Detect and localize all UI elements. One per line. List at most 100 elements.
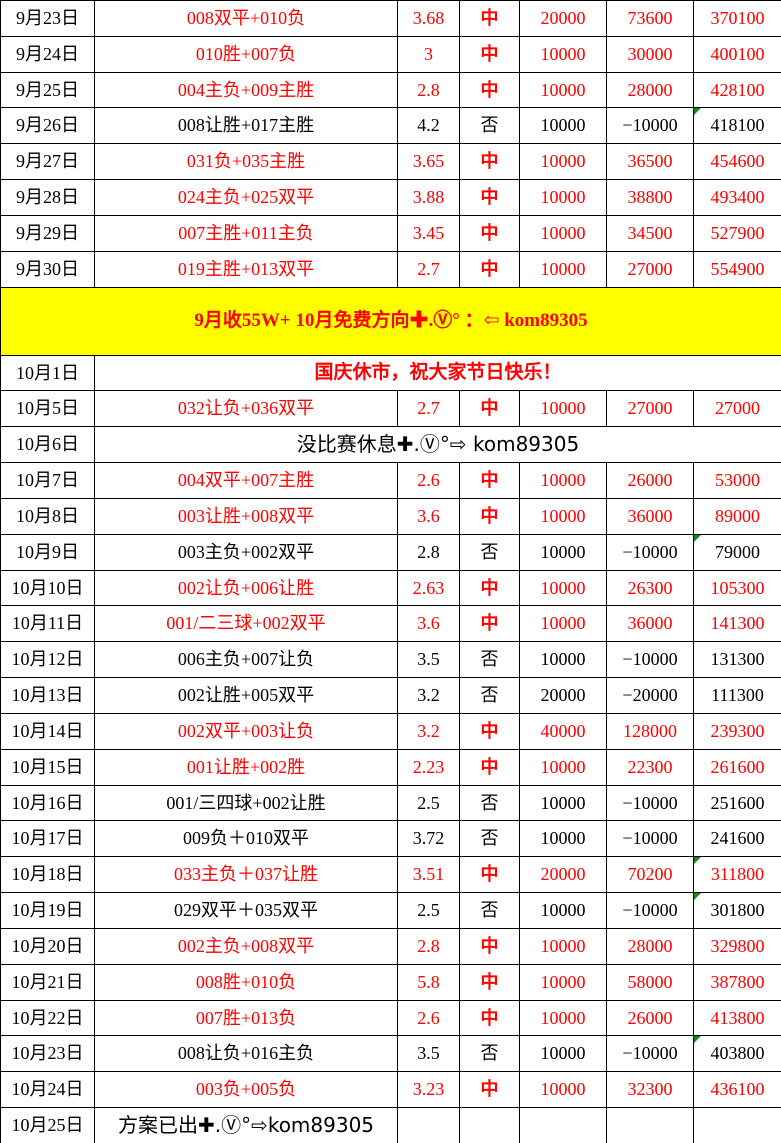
cell-odds[interactable]: 2.7 — [397, 390, 460, 428]
cell-pick[interactable]: 002让负+006让胜 — [94, 569, 398, 607]
cell-hit[interactable]: 中 — [459, 250, 520, 288]
cell-odds[interactable] — [397, 1107, 460, 1143]
cell-stake[interactable]: 10000 — [519, 748, 607, 786]
cell-profit[interactable] — [606, 1107, 694, 1143]
cell-date[interactable]: 10月20日 — [0, 927, 95, 965]
cell-total[interactable]: 301800 — [693, 892, 781, 929]
cell-profit[interactable]: 26300 — [606, 569, 694, 607]
cell-pick[interactable]: 031负+035主胜 — [94, 143, 398, 181]
cell-total[interactable]: 27000 — [693, 390, 781, 428]
cell-pick[interactable]: 002主负+008双平 — [94, 927, 398, 965]
cell-total[interactable]: 418100 — [693, 107, 781, 145]
cell-stake[interactable]: 10000 — [519, 462, 607, 499]
cell-stake[interactable]: 10000 — [519, 569, 607, 607]
rest-note-text[interactable]: 没比赛休息✚.Ⓥ°⇨ kom89305 — [94, 426, 781, 464]
cell-odds[interactable]: 3.6 — [397, 605, 460, 643]
cell-date[interactable]: 10月11日 — [0, 605, 95, 643]
cell-stake[interactable]: 10000 — [519, 999, 607, 1037]
cell-date[interactable]: 10月25日 — [0, 1107, 95, 1143]
cell-hit[interactable]: 否 — [459, 1035, 520, 1073]
cell-pick[interactable]: 001/三四球+002让胜 — [94, 784, 398, 822]
cell-total[interactable]: 261600 — [693, 748, 781, 786]
cell-pick[interactable]: 007主胜+011主负 — [94, 214, 398, 252]
cell-stake[interactable]: 10000 — [519, 390, 607, 428]
cell-date[interactable]: 10月5日 — [0, 390, 95, 428]
cell-profit[interactable]: 128000 — [606, 712, 694, 750]
cell-profit[interactable]: 28000 — [606, 927, 694, 965]
cell-hit[interactable]: 中 — [459, 963, 520, 1001]
cell-odds[interactable]: 3.88 — [397, 179, 460, 216]
cell-pick[interactable]: 029双平＋035双平 — [94, 892, 398, 929]
cell-hit[interactable]: 否 — [459, 641, 520, 679]
cell-profit[interactable]: 28000 — [606, 71, 694, 109]
cell-profit[interactable]: 34500 — [606, 214, 694, 252]
cell-total[interactable]: 527900 — [693, 214, 781, 252]
cell-total[interactable]: 370100 — [693, 0, 781, 37]
cell-hit[interactable]: 中 — [459, 143, 520, 181]
cell-total[interactable]: 436100 — [693, 1071, 781, 1109]
cell-hit[interactable]: 中 — [459, 712, 520, 750]
cell-pick[interactable]: 001/二三球+002双平 — [94, 605, 398, 643]
cell-profit[interactable]: −10000 — [606, 784, 694, 822]
cell-total[interactable]: 241600 — [693, 820, 781, 858]
cell-pick[interactable]: 003让胜+008双平 — [94, 497, 398, 535]
cell-odds[interactable]: 3.72 — [397, 820, 460, 858]
cell-odds[interactable]: 2.63 — [397, 569, 460, 607]
cell-total[interactable]: 454600 — [693, 143, 781, 181]
cell-hit[interactable]: 中 — [459, 1071, 520, 1109]
cell-date[interactable]: 10月6日 — [0, 426, 95, 464]
cell-odds[interactable]: 4.2 — [397, 107, 460, 145]
cell-profit[interactable]: −10000 — [606, 820, 694, 858]
cell-stake[interactable]: 10000 — [519, 1071, 607, 1109]
cell-pick[interactable]: 001让胜+002胜 — [94, 748, 398, 786]
cell-total[interactable]: 131300 — [693, 641, 781, 679]
cell-total[interactable]: 554900 — [693, 250, 781, 288]
cell-total[interactable]: 105300 — [693, 569, 781, 607]
cell-hit[interactable] — [459, 1107, 520, 1143]
cell-odds[interactable]: 5.8 — [397, 963, 460, 1001]
cell-pick[interactable]: 008胜+010负 — [94, 963, 398, 1001]
cell-pick[interactable]: 024主负+025双平 — [94, 179, 398, 216]
cell-stake[interactable]: 10000 — [519, 963, 607, 1001]
cell-total[interactable]: 79000 — [693, 533, 781, 571]
cell-profit[interactable]: 73600 — [606, 0, 694, 37]
cell-date[interactable]: 9月29日 — [0, 214, 95, 252]
cell-pick[interactable]: 033主负＋037让胜 — [94, 856, 398, 894]
cell-total[interactable]: 403800 — [693, 1035, 781, 1073]
cell-pick[interactable]: 019主胜+013双平 — [94, 250, 398, 288]
cell-date[interactable]: 9月30日 — [0, 250, 95, 288]
cell-hit[interactable]: 中 — [459, 999, 520, 1037]
cell-pick[interactable]: 003主负+002双平 — [94, 533, 398, 571]
cell-pick[interactable]: 008让胜+017主胜 — [94, 107, 398, 145]
cell-hit[interactable]: 中 — [459, 35, 520, 73]
cell-hit[interactable]: 中 — [459, 569, 520, 607]
cell-profit[interactable]: 38800 — [606, 179, 694, 216]
cell-pick[interactable]: 009负＋010双平 — [94, 820, 398, 858]
cell-odds[interactable]: 3.5 — [397, 1035, 460, 1073]
cell-hit[interactable]: 否 — [459, 820, 520, 858]
cell-profit[interactable]: 36000 — [606, 497, 694, 535]
cell-profit[interactable]: 70200 — [606, 856, 694, 894]
cell-profit[interactable]: 58000 — [606, 963, 694, 1001]
cell-date[interactable]: 9月27日 — [0, 143, 95, 181]
cell-odds[interactable]: 2.8 — [397, 533, 460, 571]
cell-odds[interactable]: 3.68 — [397, 0, 460, 37]
cell-hit[interactable]: 否 — [459, 677, 520, 714]
cell-date[interactable]: 10月19日 — [0, 892, 95, 929]
cell-total[interactable]: 329800 — [693, 927, 781, 965]
cell-stake[interactable]: 20000 — [519, 856, 607, 894]
cell-odds[interactable]: 2.7 — [397, 250, 460, 288]
cell-odds[interactable]: 2.8 — [397, 927, 460, 965]
cell-odds[interactable]: 3.45 — [397, 214, 460, 252]
cell-profit[interactable]: −10000 — [606, 107, 694, 145]
holiday-note-text[interactable]: 国庆休市，祝大家节日快乐！ — [94, 354, 781, 392]
cell-date[interactable]: 10月15日 — [0, 748, 95, 786]
cell-stake[interactable]: 10000 — [519, 179, 607, 216]
cell-pick[interactable]: 003负+005负 — [94, 1071, 398, 1109]
cell-pick[interactable]: 010胜+007负 — [94, 35, 398, 73]
plan-ready-note-text[interactable]: 方案已出✚.Ⓥ°⇨kom89305 — [94, 1107, 398, 1143]
cell-hit[interactable]: 中 — [459, 856, 520, 894]
cell-odds[interactable]: 2.5 — [397, 784, 460, 822]
cell-stake[interactable]: 10000 — [519, 784, 607, 822]
cell-stake[interactable]: 20000 — [519, 677, 607, 714]
